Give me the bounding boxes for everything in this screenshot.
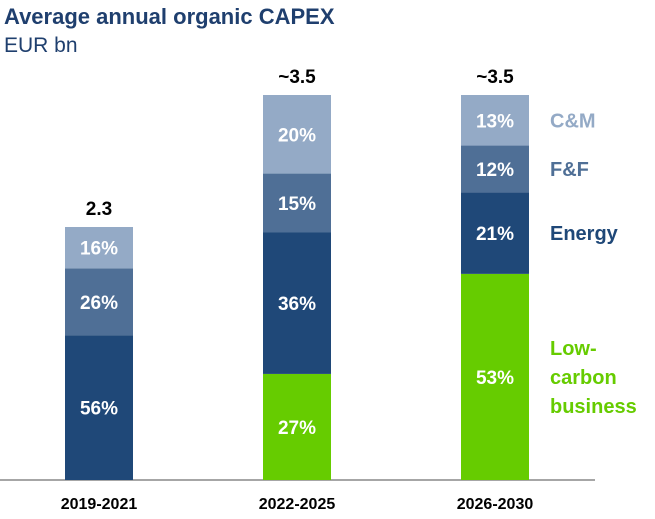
bar-total-label: ~3.5 <box>278 67 316 88</box>
chart-title: Average annual organic CAPEX <box>4 4 335 29</box>
bar-total-label: ~3.5 <box>476 67 514 88</box>
bar-segment-f-f-2022-2025 <box>263 173 331 233</box>
x-tick-label: 2019-2021 <box>61 496 138 513</box>
data-label: 20% <box>278 125 316 146</box>
x-tick-label: 2022-2025 <box>259 496 336 513</box>
data-label: 53% <box>476 368 514 389</box>
bar-total-label: 2.3 <box>86 199 112 220</box>
data-label: 15% <box>278 194 316 215</box>
bar-segment-low-carbon-business-2026-2030 <box>461 273 529 480</box>
x-tick-label: 2026-2030 <box>457 496 534 513</box>
data-label: 27% <box>278 418 316 439</box>
bar-segment-c-m-2019-2021 <box>65 227 133 269</box>
bar-segment-c-m-2026-2030 <box>461 95 529 146</box>
data-label: 16% <box>80 239 118 260</box>
legend-label-low-carbon-business: Low-carbon business <box>550 338 637 418</box>
bar-segment-energy-2026-2030 <box>461 192 529 274</box>
legend-label-c-m: C&M <box>550 110 596 132</box>
bar-segment-c-m-2022-2025 <box>263 95 331 174</box>
bar-segment-energy-2019-2021 <box>65 335 133 480</box>
data-label: 21% <box>476 224 514 245</box>
legend-label-energy: Energy <box>550 223 619 245</box>
data-label: 56% <box>80 399 118 420</box>
bar-segment-f-f-2019-2021 <box>65 268 133 336</box>
bar-segment-low-carbon-business-2022-2025 <box>263 373 331 480</box>
legend-label-f-f: F&F <box>550 159 589 181</box>
data-label: 36% <box>278 294 316 315</box>
data-label: 12% <box>476 160 514 181</box>
chart-subtitle: EUR bn <box>4 34 78 57</box>
data-label: 26% <box>80 293 118 314</box>
bar-segment-energy-2022-2025 <box>263 232 331 374</box>
bar-segment-f-f-2026-2030 <box>461 145 529 193</box>
data-label: 13% <box>476 111 514 132</box>
